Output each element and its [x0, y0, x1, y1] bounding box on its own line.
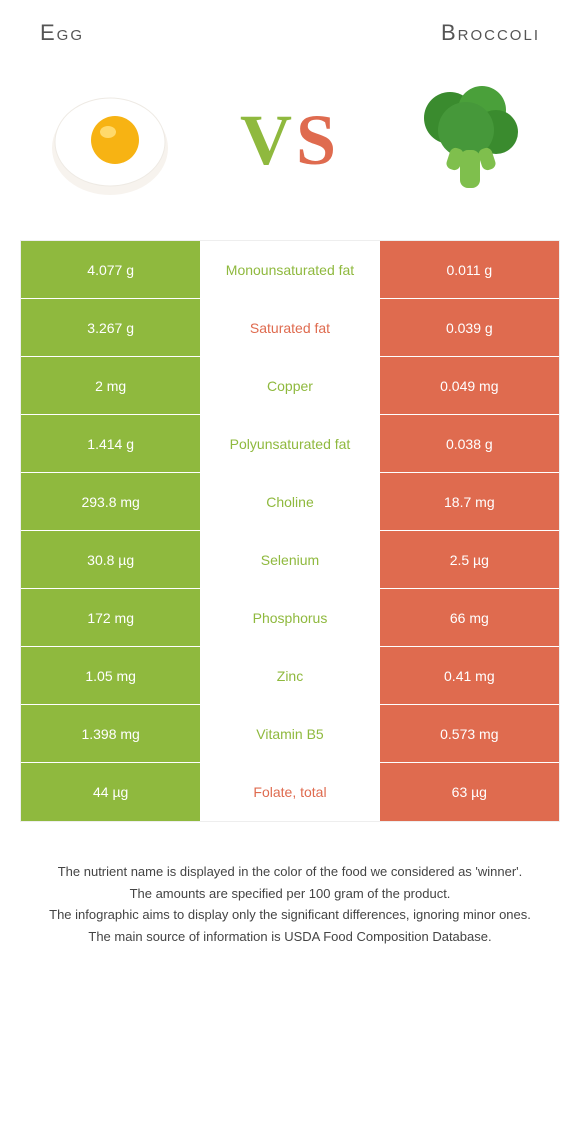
right-value: 0.049 mg — [380, 357, 559, 414]
table-row: 44 µgFolate, total63 µg — [21, 763, 559, 821]
nutrient-name: Copper — [200, 357, 379, 414]
left-value: 1.398 mg — [21, 705, 200, 762]
left-value: 1.414 g — [21, 415, 200, 472]
left-value: 2 mg — [21, 357, 200, 414]
right-value: 0.011 g — [380, 241, 559, 298]
right-value: 0.038 g — [380, 415, 559, 472]
hero-row: VS — [0, 56, 580, 240]
nutrient-name: Monounsaturated fat — [200, 241, 379, 298]
nutrient-name: Zinc — [200, 647, 379, 704]
right-food-title: Broccoli — [441, 20, 540, 46]
right-value: 0.039 g — [380, 299, 559, 356]
left-value: 44 µg — [21, 763, 200, 821]
table-row: 2 mgCopper0.049 mg — [21, 357, 559, 415]
right-value: 0.41 mg — [380, 647, 559, 704]
right-value: 0.573 mg — [380, 705, 559, 762]
egg-icon — [40, 70, 180, 210]
footer-notes: The nutrient name is displayed in the co… — [30, 862, 550, 946]
left-value: 30.8 µg — [21, 531, 200, 588]
table-row: 172 mgPhosphorus66 mg — [21, 589, 559, 647]
nutrient-name: Selenium — [200, 531, 379, 588]
right-value: 2.5 µg — [380, 531, 559, 588]
right-value: 63 µg — [380, 763, 559, 821]
nutrient-name: Saturated fat — [200, 299, 379, 356]
left-value: 172 mg — [21, 589, 200, 646]
vs-s: S — [296, 100, 340, 180]
nutrient-name: Folate, total — [200, 763, 379, 821]
left-value: 3.267 g — [21, 299, 200, 356]
title-row: Egg Broccoli — [0, 0, 580, 56]
infographic-root: Egg Broccoli VS 4.07 — [0, 0, 580, 978]
broccoli-icon — [400, 70, 540, 210]
nutrient-name: Polyunsaturated fat — [200, 415, 379, 472]
comparison-table: 4.077 gMonounsaturated fat0.011 g3.267 g… — [20, 240, 560, 822]
left-food-title: Egg — [40, 20, 84, 46]
vs-v: V — [240, 100, 296, 180]
footer-line-3: The infographic aims to display only the… — [30, 905, 550, 925]
table-row: 1.414 gPolyunsaturated fat0.038 g — [21, 415, 559, 473]
table-row: 30.8 µgSelenium2.5 µg — [21, 531, 559, 589]
left-value: 293.8 mg — [21, 473, 200, 530]
table-row: 1.05 mgZinc0.41 mg — [21, 647, 559, 705]
nutrient-name: Vitamin B5 — [200, 705, 379, 762]
vs-label: VS — [240, 99, 340, 182]
footer-line-1: The nutrient name is displayed in the co… — [30, 862, 550, 882]
table-row: 4.077 gMonounsaturated fat0.011 g — [21, 241, 559, 299]
right-value: 18.7 mg — [380, 473, 559, 530]
table-row: 1.398 mgVitamin B50.573 mg — [21, 705, 559, 763]
nutrient-name: Phosphorus — [200, 589, 379, 646]
nutrient-name: Choline — [200, 473, 379, 530]
footer-line-4: The main source of information is USDA F… — [30, 927, 550, 947]
left-value: 1.05 mg — [21, 647, 200, 704]
footer-line-2: The amounts are specified per 100 gram o… — [30, 884, 550, 904]
left-value: 4.077 g — [21, 241, 200, 298]
right-value: 66 mg — [380, 589, 559, 646]
table-row: 3.267 gSaturated fat0.039 g — [21, 299, 559, 357]
table-row: 293.8 mgCholine18.7 mg — [21, 473, 559, 531]
